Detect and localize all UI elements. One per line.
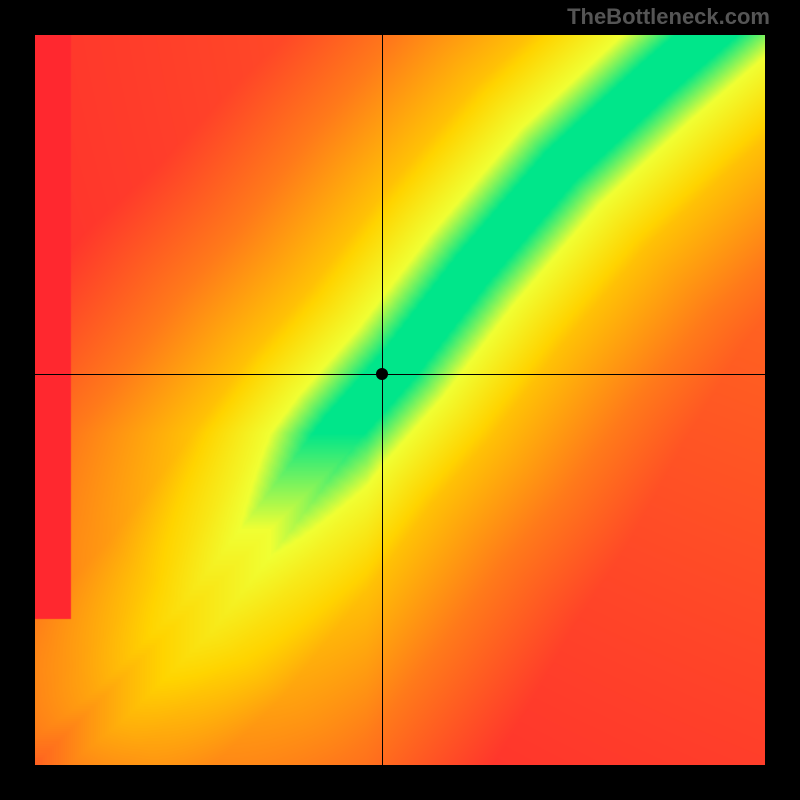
heatmap-canvas bbox=[35, 35, 765, 765]
watermark-text: TheBottleneck.com bbox=[567, 4, 770, 30]
crosshair-vertical bbox=[382, 35, 383, 765]
crosshair-marker bbox=[376, 368, 388, 380]
chart-root: TheBottleneck.com bbox=[0, 0, 800, 800]
plot-area bbox=[35, 35, 765, 765]
crosshair-horizontal bbox=[35, 374, 765, 375]
